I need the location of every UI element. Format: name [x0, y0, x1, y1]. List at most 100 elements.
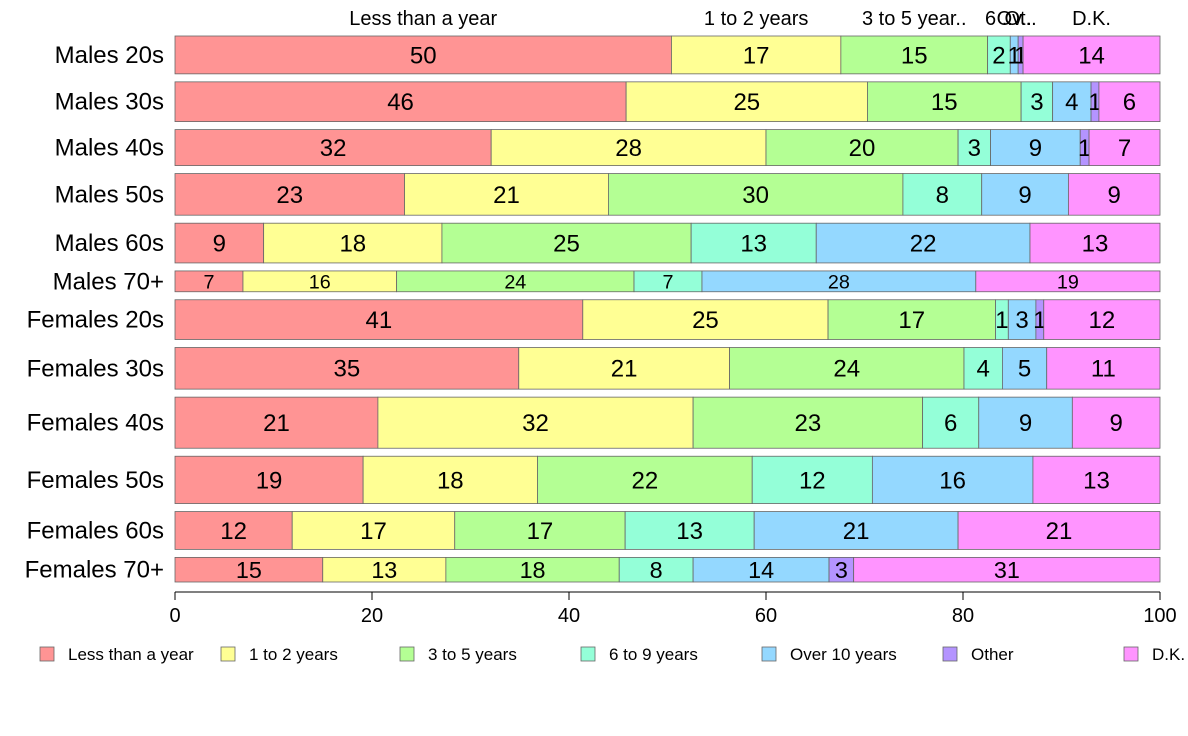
category-label: Females 60s	[27, 517, 164, 544]
bar-segment	[1046, 347, 1161, 390]
bar-segment	[1067, 173, 1161, 216]
bar-segment	[751, 455, 873, 504]
top-series-label: Ot..	[1005, 8, 1037, 30]
data-label: 13	[1083, 467, 1110, 494]
data-label: 4	[977, 356, 990, 383]
data-label: 17	[360, 518, 387, 545]
legend-label: 3 to 5 years	[428, 645, 517, 664]
x-tick-label: 20	[361, 605, 383, 627]
data-label: 2	[992, 42, 1005, 69]
data-label: 13	[676, 518, 703, 545]
data-label: 22	[631, 467, 658, 494]
data-label: 16	[309, 271, 331, 293]
top-series-label: Less than a year	[349, 8, 497, 30]
bar-segment	[1022, 35, 1161, 75]
data-label: 21	[1046, 518, 1073, 545]
legend-swatch	[1123, 646, 1139, 662]
data-label: 17	[743, 42, 770, 69]
data-label: 14	[1078, 42, 1105, 69]
bar-segment	[174, 222, 265, 264]
bar-segment	[518, 347, 730, 390]
bar-segment	[174, 35, 672, 75]
x-tick-label: 100	[1143, 605, 1176, 627]
bar-segment	[174, 511, 293, 550]
data-label: 6	[1123, 89, 1136, 116]
bar-segment	[322, 556, 447, 583]
data-label: 25	[692, 307, 719, 334]
data-label: 21	[263, 410, 290, 437]
bar-segment	[978, 396, 1073, 449]
data-label: 28	[615, 135, 642, 162]
bar-segment	[1052, 81, 1092, 122]
bar-segment	[957, 511, 1161, 550]
category-label: Males 70+	[53, 268, 164, 295]
bar-segment	[853, 556, 1161, 583]
bar-segment	[445, 556, 620, 583]
legend-swatch	[39, 646, 55, 662]
legend-label: D.K.	[1152, 645, 1185, 664]
data-label: 3	[1030, 89, 1043, 116]
data-label: 13	[1082, 230, 1109, 257]
bar-segment	[981, 173, 1069, 216]
bar-segment	[690, 222, 817, 264]
bar-segment	[454, 511, 626, 550]
data-label: 25	[733, 89, 760, 116]
legend-label: Less than a year	[68, 645, 194, 664]
bar-segment	[608, 173, 904, 216]
bar-segment	[990, 129, 1081, 166]
data-label: 18	[339, 230, 366, 257]
bar-segment	[963, 347, 1003, 390]
data-label: 9	[1109, 410, 1122, 437]
legend-swatch	[942, 646, 958, 662]
data-label: 30	[742, 182, 769, 209]
category-label: Males 20s	[55, 42, 164, 69]
category-label: Males 60s	[55, 230, 164, 257]
data-label: 18	[520, 557, 546, 583]
legend-label: 1 to 2 years	[249, 645, 338, 664]
data-label: 14	[748, 557, 774, 583]
bar-segment	[692, 556, 830, 583]
data-label: 32	[522, 410, 549, 437]
data-label: 12	[220, 518, 247, 545]
category-label: Males 50s	[55, 181, 164, 208]
data-label: 4	[1065, 89, 1078, 116]
data-label: 41	[366, 307, 393, 334]
x-tick-label: 0	[169, 605, 180, 627]
data-label: 5	[1018, 356, 1031, 383]
data-label: 3	[835, 557, 848, 583]
bar-segment	[362, 455, 538, 504]
data-label: 23	[795, 410, 822, 437]
bar-segment	[957, 129, 991, 166]
data-label: 3	[1015, 307, 1028, 334]
data-label: 23	[276, 182, 303, 209]
bar-segment	[840, 35, 989, 75]
bar-segment	[671, 35, 842, 75]
data-label: 9	[1019, 410, 1032, 437]
data-label: 8	[936, 182, 949, 209]
x-tick-label: 60	[755, 605, 777, 627]
bar-segment	[692, 396, 924, 449]
bar-segment	[174, 129, 492, 166]
bar-segment	[922, 396, 980, 449]
data-label: 15	[236, 557, 262, 583]
data-label: 21	[843, 518, 870, 545]
data-label: 24	[833, 356, 860, 383]
data-label: 3	[968, 135, 981, 162]
top-series-label: 3 to 5 year..	[862, 8, 967, 30]
data-label: 16	[939, 467, 966, 494]
bar-segment	[1002, 347, 1048, 390]
legend-label: Over 10 years	[790, 645, 897, 664]
data-label: 11	[1091, 356, 1116, 383]
category-label: Males 30s	[55, 89, 164, 116]
bar-segment	[624, 511, 755, 550]
category-label: Females 20s	[27, 307, 164, 334]
bar-segment	[618, 556, 694, 583]
bar-segment	[765, 129, 959, 166]
bar-segment	[1020, 81, 1054, 122]
data-label: 12	[1089, 307, 1116, 334]
data-label: 9	[1018, 182, 1031, 209]
bar-segment	[291, 511, 456, 550]
data-label: 50	[410, 42, 437, 69]
